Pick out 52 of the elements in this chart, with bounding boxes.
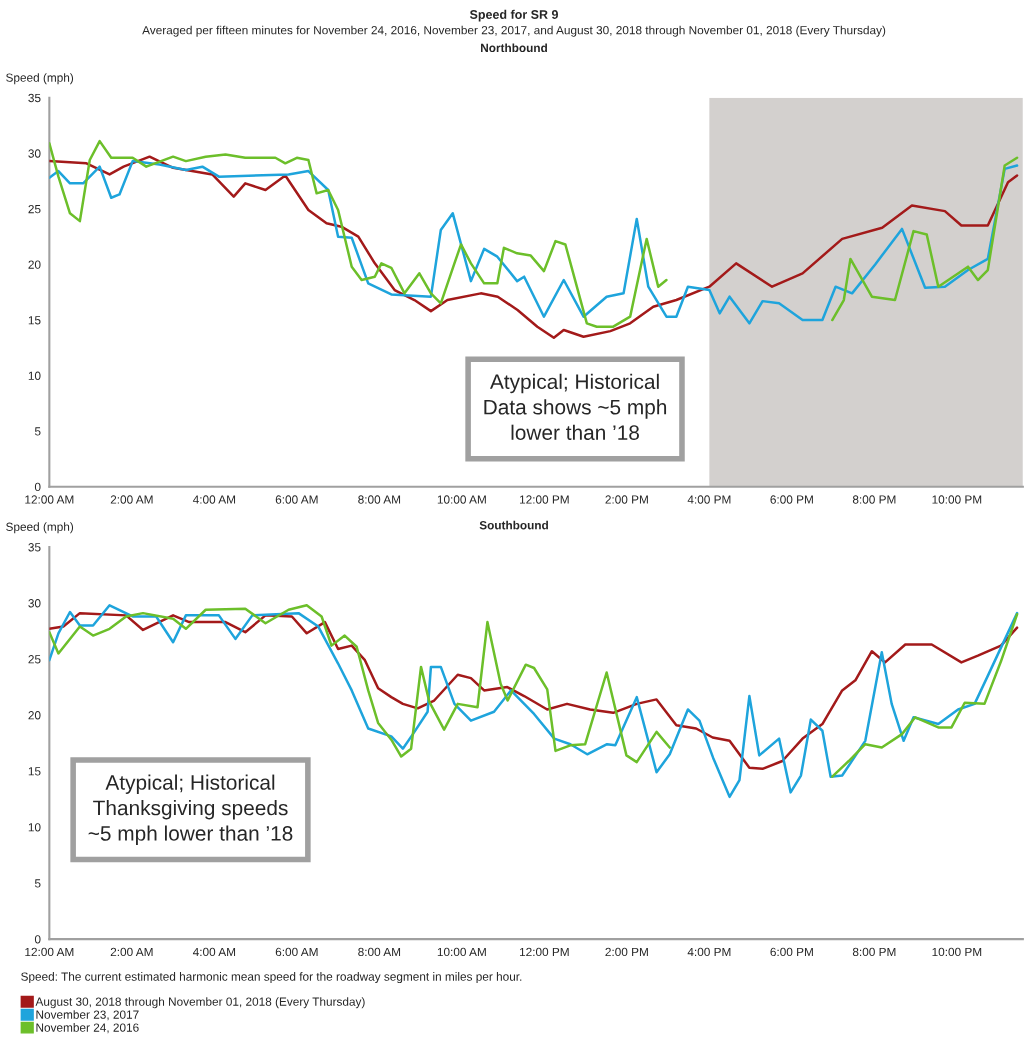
- chart-title: Southbound: [479, 520, 548, 530]
- x-tick-label: 4:00 PM: [687, 495, 731, 504]
- annotation: Atypical; Historical Data shows ~5 mph lower than ’18: [484, 373, 667, 440]
- y-tick-label: 5: [34, 427, 41, 436]
- text: Northbound: [481, 43, 547, 53]
- x-tick-label: 4:00 AM: [192, 947, 236, 957]
- chart-subtitle: Averaged per fifteen minutes for November 24, 2016, November 23, 2017, and August 30, 2018 through November 01, 2018 (Every Thursday): [142, 25, 886, 37]
- x-tick-label: 2:00 PM: [605, 495, 648, 504]
- x-tick-label: 12:00 AM: [25, 947, 74, 957]
- chart-title: Speed for SR 9: [469, 9, 558, 22]
- y-axis-title: Speed (mph): [6, 522, 74, 534]
- y-tick-label: 0: [34, 935, 41, 944]
- x-tick-label: 4:00 PM: [687, 947, 731, 957]
- x-tick-label: 8:00 PM: [852, 947, 896, 957]
- x-tick-label: 12:00 PM: [519, 495, 569, 504]
- x-tick-label: 10:00 PM: [932, 495, 982, 504]
- y-tick-label: 10: [28, 371, 41, 380]
- y-tick-label: 5: [34, 879, 41, 888]
- x-tick-label: 12:00 AM: [25, 495, 74, 504]
- x-tick-label: 8:00 PM: [852, 495, 896, 504]
- x-tick-label: 6:00 AM: [275, 947, 318, 957]
- x-tick-label: 8:00 AM: [358, 947, 401, 957]
- y-tick-label: 20: [28, 260, 41, 269]
- x-tick-label: 2:00 AM: [110, 947, 153, 957]
- x-tick-label: 10:00 PM: [932, 947, 982, 957]
- x-tick-label: 10:00 AM: [437, 495, 486, 504]
- y-tick-label: 15: [28, 316, 41, 325]
- legend-label: November 24, 2016: [36, 1023, 139, 1034]
- x-tick-label: 6:00 PM: [770, 947, 813, 957]
- x-tick-label: 2:00 PM: [605, 947, 648, 957]
- y-tick-label: 20: [28, 711, 41, 720]
- x-tick-label: 4:00 AM: [192, 495, 236, 504]
- x-tick-label: 6:00 AM: [275, 495, 318, 504]
- annotation: Atypical; Historical Thanksgiving speeds ~5 mph lower than ’18: [88, 774, 293, 845]
- x-tick-label: 12:00 PM: [519, 947, 569, 957]
- legend-label: August 30, 2018 through November 01, 2018 (Every Thursday): [35, 997, 365, 1009]
- y-tick-label: 30: [28, 149, 41, 158]
- legend-label: November 23, 2017: [36, 1010, 139, 1021]
- y-tick-label: 15: [28, 767, 41, 776]
- x-tick-label: 2:00 AM: [110, 495, 153, 504]
- text: Speed: The current estimated harmonic mean speed for the roadway segment in miles per hour.: [21, 972, 522, 984]
- y-axis-title: Speed (mph): [6, 73, 74, 85]
- y-tick-label: 35: [28, 543, 41, 552]
- y-tick-label: 25: [28, 204, 41, 214]
- y-tick-label: 25: [28, 655, 41, 664]
- x-tick-label: 8:00 AM: [358, 495, 401, 504]
- y-tick-label: 35: [28, 93, 41, 103]
- y-tick-label: 10: [28, 823, 41, 832]
- y-tick-label: 0: [34, 482, 41, 492]
- x-tick-label: 10:00 AM: [437, 947, 486, 957]
- x-tick-label: 6:00 PM: [770, 495, 813, 504]
- y-tick-label: 30: [28, 599, 41, 608]
